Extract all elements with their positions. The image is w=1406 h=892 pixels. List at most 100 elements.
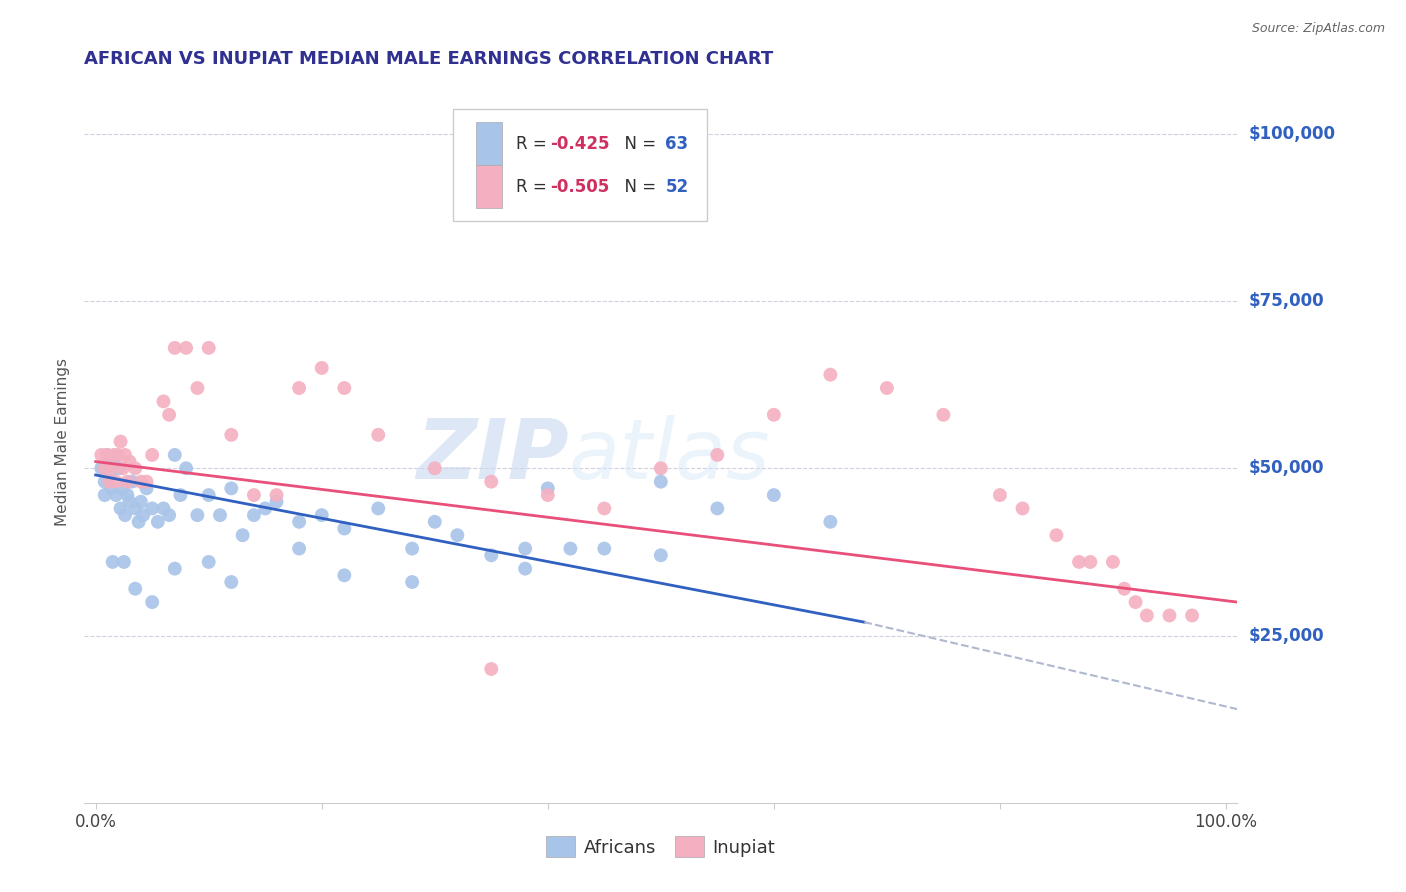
Text: N =: N = (613, 135, 661, 153)
Legend: Africans, Inupiat: Africans, Inupiat (537, 827, 785, 866)
Point (1067, 555, 1090, 569)
Text: AFRICAN VS INUPIAT MEDIAN MALE EARNINGS CORRELATION CHART: AFRICAN VS INUPIAT MEDIAN MALE EARNINGS … (84, 50, 773, 68)
Text: ZIP: ZIP (416, 416, 568, 497)
Point (117, 475, 139, 489)
Point (100, 461, 122, 475)
Point (706, 501, 728, 516)
Point (100, 482, 122, 496)
Point (186, 508, 208, 523)
Point (537, 488, 560, 502)
Point (152, 501, 174, 516)
Point (105, 488, 128, 502)
Point (129, 475, 152, 489)
Y-axis label: Median Male Earnings: Median Male Earnings (55, 358, 70, 525)
Point (1011, 501, 1033, 516)
Point (197, 555, 219, 569)
Point (107, 461, 129, 475)
Point (988, 488, 1011, 502)
Point (706, 448, 728, 462)
Point (479, 662, 502, 676)
Point (112, 555, 135, 569)
Point (650, 548, 672, 563)
Point (221, 427, 243, 442)
Point (93, 488, 115, 502)
Point (174, 341, 197, 355)
FancyBboxPatch shape (453, 109, 707, 221)
Point (169, 488, 191, 502)
Point (423, 515, 446, 529)
Point (479, 475, 502, 489)
Text: atlas: atlas (568, 416, 770, 497)
Point (121, 475, 143, 489)
Point (124, 582, 146, 596)
Point (333, 381, 356, 395)
Text: $50,000: $50,000 (1249, 459, 1324, 477)
Point (141, 595, 163, 609)
Point (537, 482, 560, 496)
Point (114, 448, 136, 462)
Point (98, 467, 121, 482)
Point (128, 515, 150, 529)
Point (124, 461, 146, 475)
Point (114, 508, 136, 523)
Point (111, 482, 134, 496)
Point (1136, 608, 1159, 623)
Point (93, 461, 115, 475)
Point (401, 575, 423, 590)
Point (1102, 555, 1125, 569)
Point (101, 555, 124, 569)
Text: Source: ZipAtlas.com: Source: ZipAtlas.com (1251, 22, 1385, 36)
Point (96, 448, 118, 462)
Point (103, 454, 125, 469)
Text: $75,000: $75,000 (1249, 292, 1324, 310)
Point (141, 448, 163, 462)
Point (118, 494, 141, 508)
Text: N =: N = (613, 178, 661, 195)
Point (560, 541, 582, 556)
Point (221, 482, 243, 496)
Point (288, 381, 311, 395)
Point (367, 427, 389, 442)
Point (401, 541, 423, 556)
Point (266, 494, 288, 508)
Point (129, 494, 152, 508)
Point (288, 515, 311, 529)
Point (515, 541, 537, 556)
Point (141, 501, 163, 516)
Point (124, 501, 146, 516)
Point (118, 454, 141, 469)
Text: -0.505: -0.505 (550, 178, 609, 195)
Point (146, 515, 169, 529)
Point (1181, 608, 1204, 623)
Point (96, 448, 118, 462)
Point (367, 501, 389, 516)
Text: $100,000: $100,000 (1249, 125, 1336, 143)
Point (266, 488, 288, 502)
Point (117, 488, 139, 502)
Point (208, 508, 231, 523)
Point (163, 562, 186, 576)
Point (333, 568, 356, 582)
Point (288, 541, 311, 556)
Point (197, 341, 219, 355)
Point (1114, 582, 1136, 596)
Point (90, 448, 112, 462)
Point (90, 461, 112, 475)
Point (479, 548, 502, 563)
Point (423, 461, 446, 475)
Point (157, 408, 180, 422)
Point (110, 501, 132, 516)
Point (820, 368, 842, 382)
Point (650, 475, 672, 489)
Point (157, 508, 180, 523)
Point (762, 488, 785, 502)
Point (1045, 528, 1067, 542)
Point (174, 461, 197, 475)
Point (132, 508, 155, 523)
Point (243, 508, 266, 523)
Text: 52: 52 (665, 178, 689, 195)
Point (593, 501, 616, 516)
Point (932, 408, 955, 422)
FancyBboxPatch shape (477, 165, 502, 209)
Point (446, 528, 468, 542)
